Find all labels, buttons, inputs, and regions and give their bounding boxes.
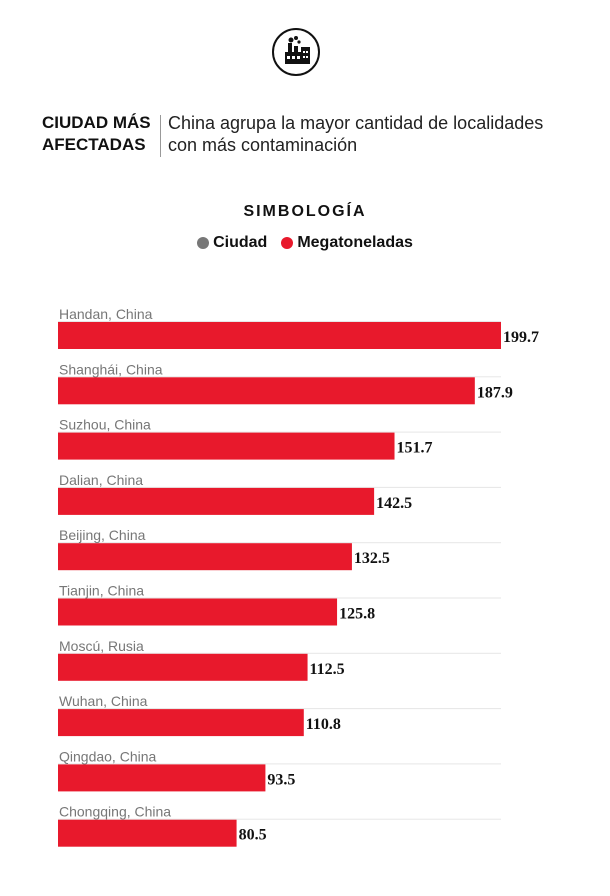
bar xyxy=(58,653,308,681)
category-label: Chongqing, China xyxy=(59,804,171,820)
bar-track xyxy=(58,763,501,765)
bar-track xyxy=(58,652,501,654)
bar-track xyxy=(58,321,501,322)
data-label: 132.5 xyxy=(354,550,390,567)
data-label: 112.5 xyxy=(310,661,345,678)
data-label: 199.7 xyxy=(503,329,539,346)
headline: CIUDAD MÁS AFECTADAS China agrupa la may… xyxy=(42,112,548,157)
bar-track xyxy=(58,708,501,710)
bar-track xyxy=(58,486,501,488)
legend-item-ciudad: Ciudad xyxy=(197,234,267,252)
category-label: Qingdao, China xyxy=(59,748,157,764)
chart-subtitle: China agrupa la mayor cantidad de locali… xyxy=(168,113,544,155)
category-label: Wuhan, China xyxy=(59,693,148,709)
bar-track xyxy=(58,431,501,433)
bar xyxy=(58,432,395,460)
bar-track xyxy=(58,542,501,544)
data-label: 110.8 xyxy=(306,716,341,733)
bar xyxy=(58,709,304,737)
bar xyxy=(58,543,352,571)
data-label: 125.8 xyxy=(339,606,375,623)
legend-label-ciudad: Ciudad xyxy=(213,234,268,251)
legend-item-megatoneladas: Megatoneladas xyxy=(281,234,413,252)
category-label: Suzhou, China xyxy=(59,417,151,433)
data-label: 80.5 xyxy=(239,827,267,844)
category-label: Dalian, China xyxy=(59,472,143,488)
data-label: 151.7 xyxy=(397,440,433,457)
bar xyxy=(58,487,375,515)
category-label: Shanghái, China xyxy=(59,361,163,377)
headline-divider xyxy=(160,115,161,157)
legend-label-megatoneladas: Megatoneladas xyxy=(297,234,413,251)
factory-icon xyxy=(285,36,310,64)
bar-track xyxy=(58,597,501,599)
bar xyxy=(58,322,501,349)
legend-dot-ciudad xyxy=(197,237,210,249)
kicker-line-1: CIUDAD MÁS xyxy=(42,113,151,132)
legend-dot-megatoneladas xyxy=(281,237,294,249)
data-label: 187.9 xyxy=(477,384,513,401)
bar xyxy=(58,598,338,626)
category-label: Handan, China xyxy=(59,306,153,322)
bar-track xyxy=(58,818,501,820)
legend-title: SIMBOLOGÍA xyxy=(243,203,367,220)
bar xyxy=(58,377,475,405)
legend: Ciudad Megatoneladas xyxy=(0,234,610,252)
bar xyxy=(58,764,266,792)
data-label: 142.5 xyxy=(376,495,412,512)
bar-track xyxy=(58,376,501,378)
kicker-line-2: AFECTADAS xyxy=(42,135,146,154)
chart-kicker: CIUDAD MÁS AFECTADAS xyxy=(42,112,156,156)
category-label: Moscú, Rusia xyxy=(59,638,144,654)
bar xyxy=(58,819,237,847)
factory-icon-badge xyxy=(272,28,320,76)
category-label: Beijing, China xyxy=(59,527,146,543)
category-label: Tianjin, China xyxy=(59,583,144,599)
data-label: 93.5 xyxy=(267,771,295,788)
